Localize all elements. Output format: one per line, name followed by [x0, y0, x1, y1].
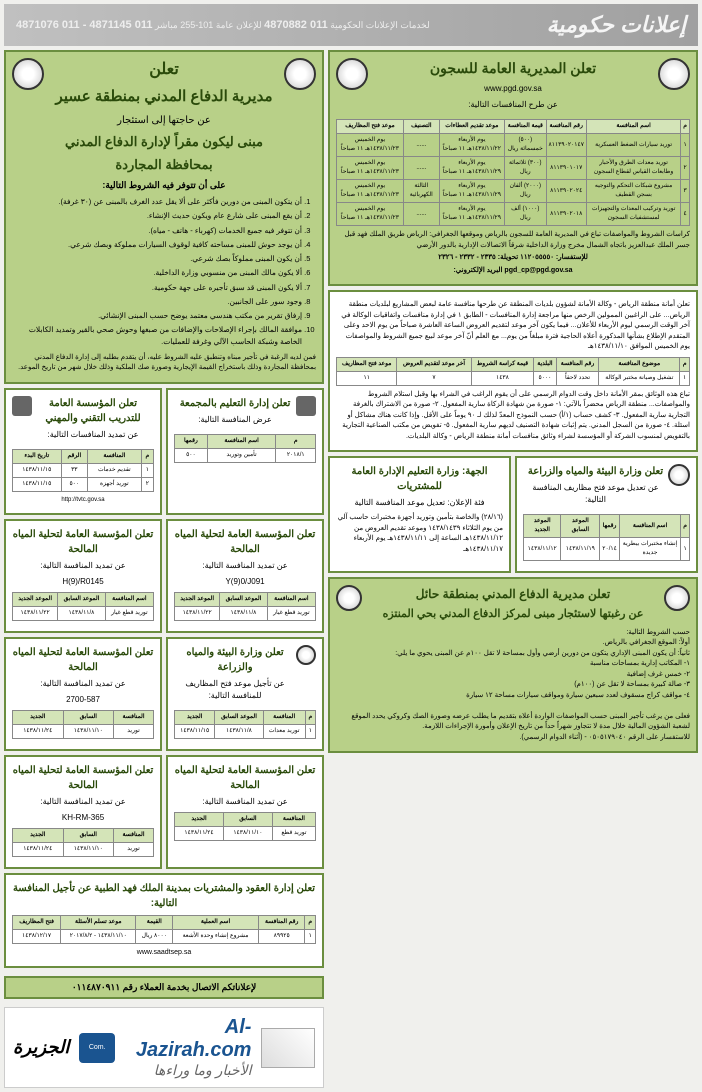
riyadh-table: مموضوع المنافسةرقم المنافسةالبلديةقيمة ك…	[336, 357, 690, 386]
riyadh-box: تعلن أمانة منطقة الرياض - وكالة الأمانة …	[328, 290, 698, 452]
emblem-icon	[664, 585, 690, 611]
asir-sub4: على أن تتوفر فيه الشروط التالية:	[44, 179, 284, 193]
logo-icon	[296, 396, 316, 416]
edu2-box: تعلن إدارة التعليم بالمجمعة عرض المنافسة…	[166, 388, 324, 515]
prisons-note: كراسات الشروط والمواصفات تباع في المديري…	[336, 230, 690, 251]
emblem-icon	[668, 464, 690, 486]
prisons-url: www.pgd.gov.sa	[368, 83, 658, 95]
emblem-icon	[12, 58, 44, 90]
header-phone2: 011 4871145 - 011 4871076	[16, 19, 152, 31]
prisons-sub: عن طرح المنافسات التالية:	[368, 99, 658, 111]
kfmc-box: تعلن إدارة العقود والمشتريات بمدينة المل…	[4, 873, 324, 969]
edu2-title: تعلن إدارة التعليم بالمجمعة	[174, 396, 296, 411]
riyadh-note: تباع هذه الوثائق بمقر الأمانة داخل وقت ا…	[336, 390, 690, 443]
prisons-table: ماسم المنافسةرقم المنافسة قيمة المنافسةم…	[336, 119, 690, 226]
header-ext: 101-255 مباشر	[155, 20, 213, 30]
edu-purchase-sub: فئة الإعلان: تعديل موعد المنافسة التالية	[336, 497, 503, 509]
logo-icon	[12, 396, 32, 416]
hail-title: تعلن مديرية الدفاع المدني بمنطقة حائل	[362, 585, 664, 603]
prisons-email: pgd_cp@pgd.gov.sa البريد الإلكتروني:	[336, 266, 690, 277]
emblem-icon	[336, 58, 368, 90]
asir-footer: فمن لديه الرغبة في تأجير مبناه وتنطبق عل…	[12, 353, 316, 374]
tech-title: تعلن المؤسسة العامة للتدريب التقني والمه…	[32, 396, 154, 426]
env-box: تعلن وزارة البيئة والمياه والزراعة عن تع…	[515, 456, 698, 573]
asir-sub2: مبنى ليكون مقراً لإدارة الدفاع المدني	[44, 132, 284, 152]
footer-logo: Al-Jazirah.com	[125, 1016, 251, 1062]
env-sub: عن تعديل موعد فتح مظاريف المنافسة التالي…	[523, 482, 668, 506]
footer-tagline: الأخبار وما وراءها	[125, 1062, 251, 1079]
hail-sub: عن رغبتها لاستئجار مبنى لمركز الدفاع الم…	[362, 606, 664, 623]
edu-purchase-box: الجهة: وزارة التعليم الإدارة العامة للمش…	[328, 456, 511, 573]
env-title: تعلن وزارة البيئة والمياه والزراعة	[523, 464, 668, 479]
water1-box: تعلن المؤسسة العامة لتحلية المياه المالح…	[166, 519, 324, 633]
asir-sub1: عن حاجتها إلى استئجار	[44, 113, 284, 128]
emblem-icon	[296, 645, 316, 665]
riyadh-text: تعلن أمانة منطقة الرياض - وكالة الأمانة …	[336, 300, 690, 353]
jazira-icon: .Com	[79, 1033, 115, 1063]
env-table: ماسم المنافسةرقمهاالموعد السابقالموعد ال…	[523, 514, 690, 561]
tech-box: تعلن المؤسسة العامة للتدريب التقني والمه…	[4, 388, 162, 515]
emblem-icon	[336, 585, 362, 611]
asir-conditions: أن يتكون المبنى من دورين فأكثر على ألا ي…	[12, 196, 316, 347]
contact-bar: لإعلاناتكم الاتصال بخدمة العملاء رقم ٠١١…	[4, 976, 324, 999]
asir-announce: تعلن	[44, 58, 284, 82]
newspaper-icon	[261, 1028, 315, 1068]
emblem-icon	[284, 58, 316, 90]
header-title: إعلانات حكومية	[547, 12, 686, 38]
page-container: إعلانات حكومية لخدمات الإعلانات الحكومية…	[0, 0, 702, 1092]
header-label: للإعلان عامة	[216, 20, 262, 30]
prisons-title: تعلن المديرية العامة للسجون	[368, 58, 658, 79]
asir-sub3: بمحافظة المجاردة	[44, 155, 284, 175]
page-header: إعلانات حكومية لخدمات الإعلانات الحكومية…	[4, 4, 698, 46]
header-service: لخدمات الإعلانات الحكومية	[330, 20, 429, 30]
edu-purchase-text: (٢٨/١٦) والخاصة بتأمين وتوريد أجهزة مختب…	[336, 513, 503, 555]
asir-box: تعلن مديرية الدفاع المدني بمنطقة عسير عن…	[4, 50, 324, 384]
water3-box: تعلن المؤسسة العامة لتحلية المياه المالح…	[4, 637, 162, 751]
header-contact: لخدمات الإعلانات الحكومية 011 4870882 لل…	[16, 19, 430, 31]
env2-box: تعلن وزارة البيئة والمياه والزراعة عن تأ…	[166, 637, 324, 751]
footer-ad: Al-Jazirah.com الأخبار وما وراءها .Com ا…	[4, 1007, 324, 1088]
water4-box: تعلن المؤسسة العامة لتحلية المياه المالح…	[4, 755, 162, 869]
hail-text: حسب الشروط التالية: أولاً: الموقع الجغرا…	[336, 628, 690, 744]
water2-box: تعلن المؤسسة العامة لتحلية المياه المالح…	[4, 519, 162, 633]
water5-box: تعلن المؤسسة العامة لتحلية المياه المالح…	[166, 755, 324, 869]
prisons-box: تعلن المديرية العامة للسجون www.pgd.gov.…	[328, 50, 698, 286]
prisons-contact: للإستفسار: ١١٢٠٥٥٥٥٠ تحويلة: ٢٣٣٥ - ٢٣٣٢…	[336, 253, 690, 264]
asir-title: مديرية الدفاع المدني بمنطقة عسير	[44, 86, 284, 109]
header-phone1: 011 4870882	[264, 19, 328, 31]
footer-brand: الجزيرة	[13, 1037, 69, 1058]
emblem-icon	[658, 58, 690, 90]
edu-purchase-title: الجهة: وزارة التعليم الإدارة العامة للمش…	[336, 464, 503, 494]
hail-box: تعلن مديرية الدفاع المدني بمنطقة حائل عن…	[328, 577, 698, 753]
